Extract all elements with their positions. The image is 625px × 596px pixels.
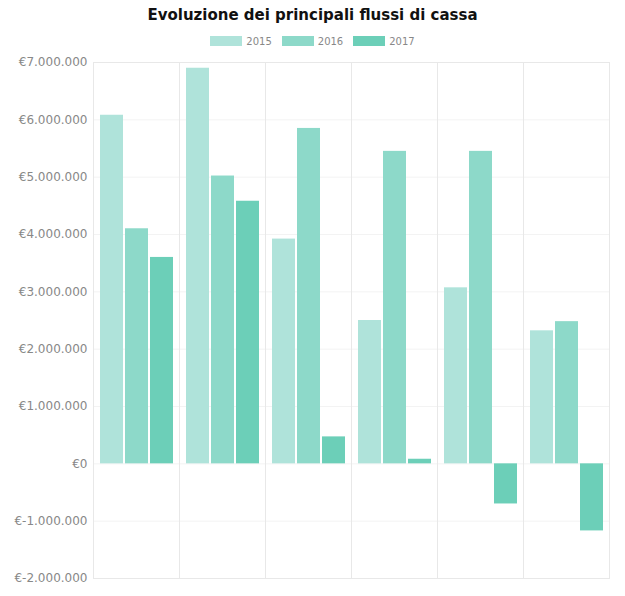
- svg-text:€2.000.000: €2.000.000: [19, 342, 88, 356]
- svg-text:€1.000.000: €1.000.000: [19, 399, 88, 413]
- html-text:2015: 2015: [246, 35, 272, 47]
- svg-text:€-1.000.000: €-1.000.000: [14, 514, 87, 528]
- html-text:2017: 2017: [389, 35, 415, 47]
- svg-text:€6.000.000: €6.000.000: [19, 113, 88, 127]
- svg-text:€5.000.000: €5.000.000: [19, 170, 88, 184]
- svg-text:€3.000.000: €3.000.000: [19, 285, 88, 299]
- html-text:2016: 2016: [317, 35, 344, 47]
- html-text:Evoluzione dei principali flus: Evoluzione dei principali flussi di cass…: [147, 6, 478, 24]
- svg-text:€0: €0: [72, 457, 87, 471]
- svg-text:€7.000.000: €7.000.000: [19, 55, 88, 69]
- svg-text:€-2.000.000: €-2.000.000: [14, 571, 87, 585]
- svg-text:€4.000.000: €4.000.000: [19, 227, 88, 241]
